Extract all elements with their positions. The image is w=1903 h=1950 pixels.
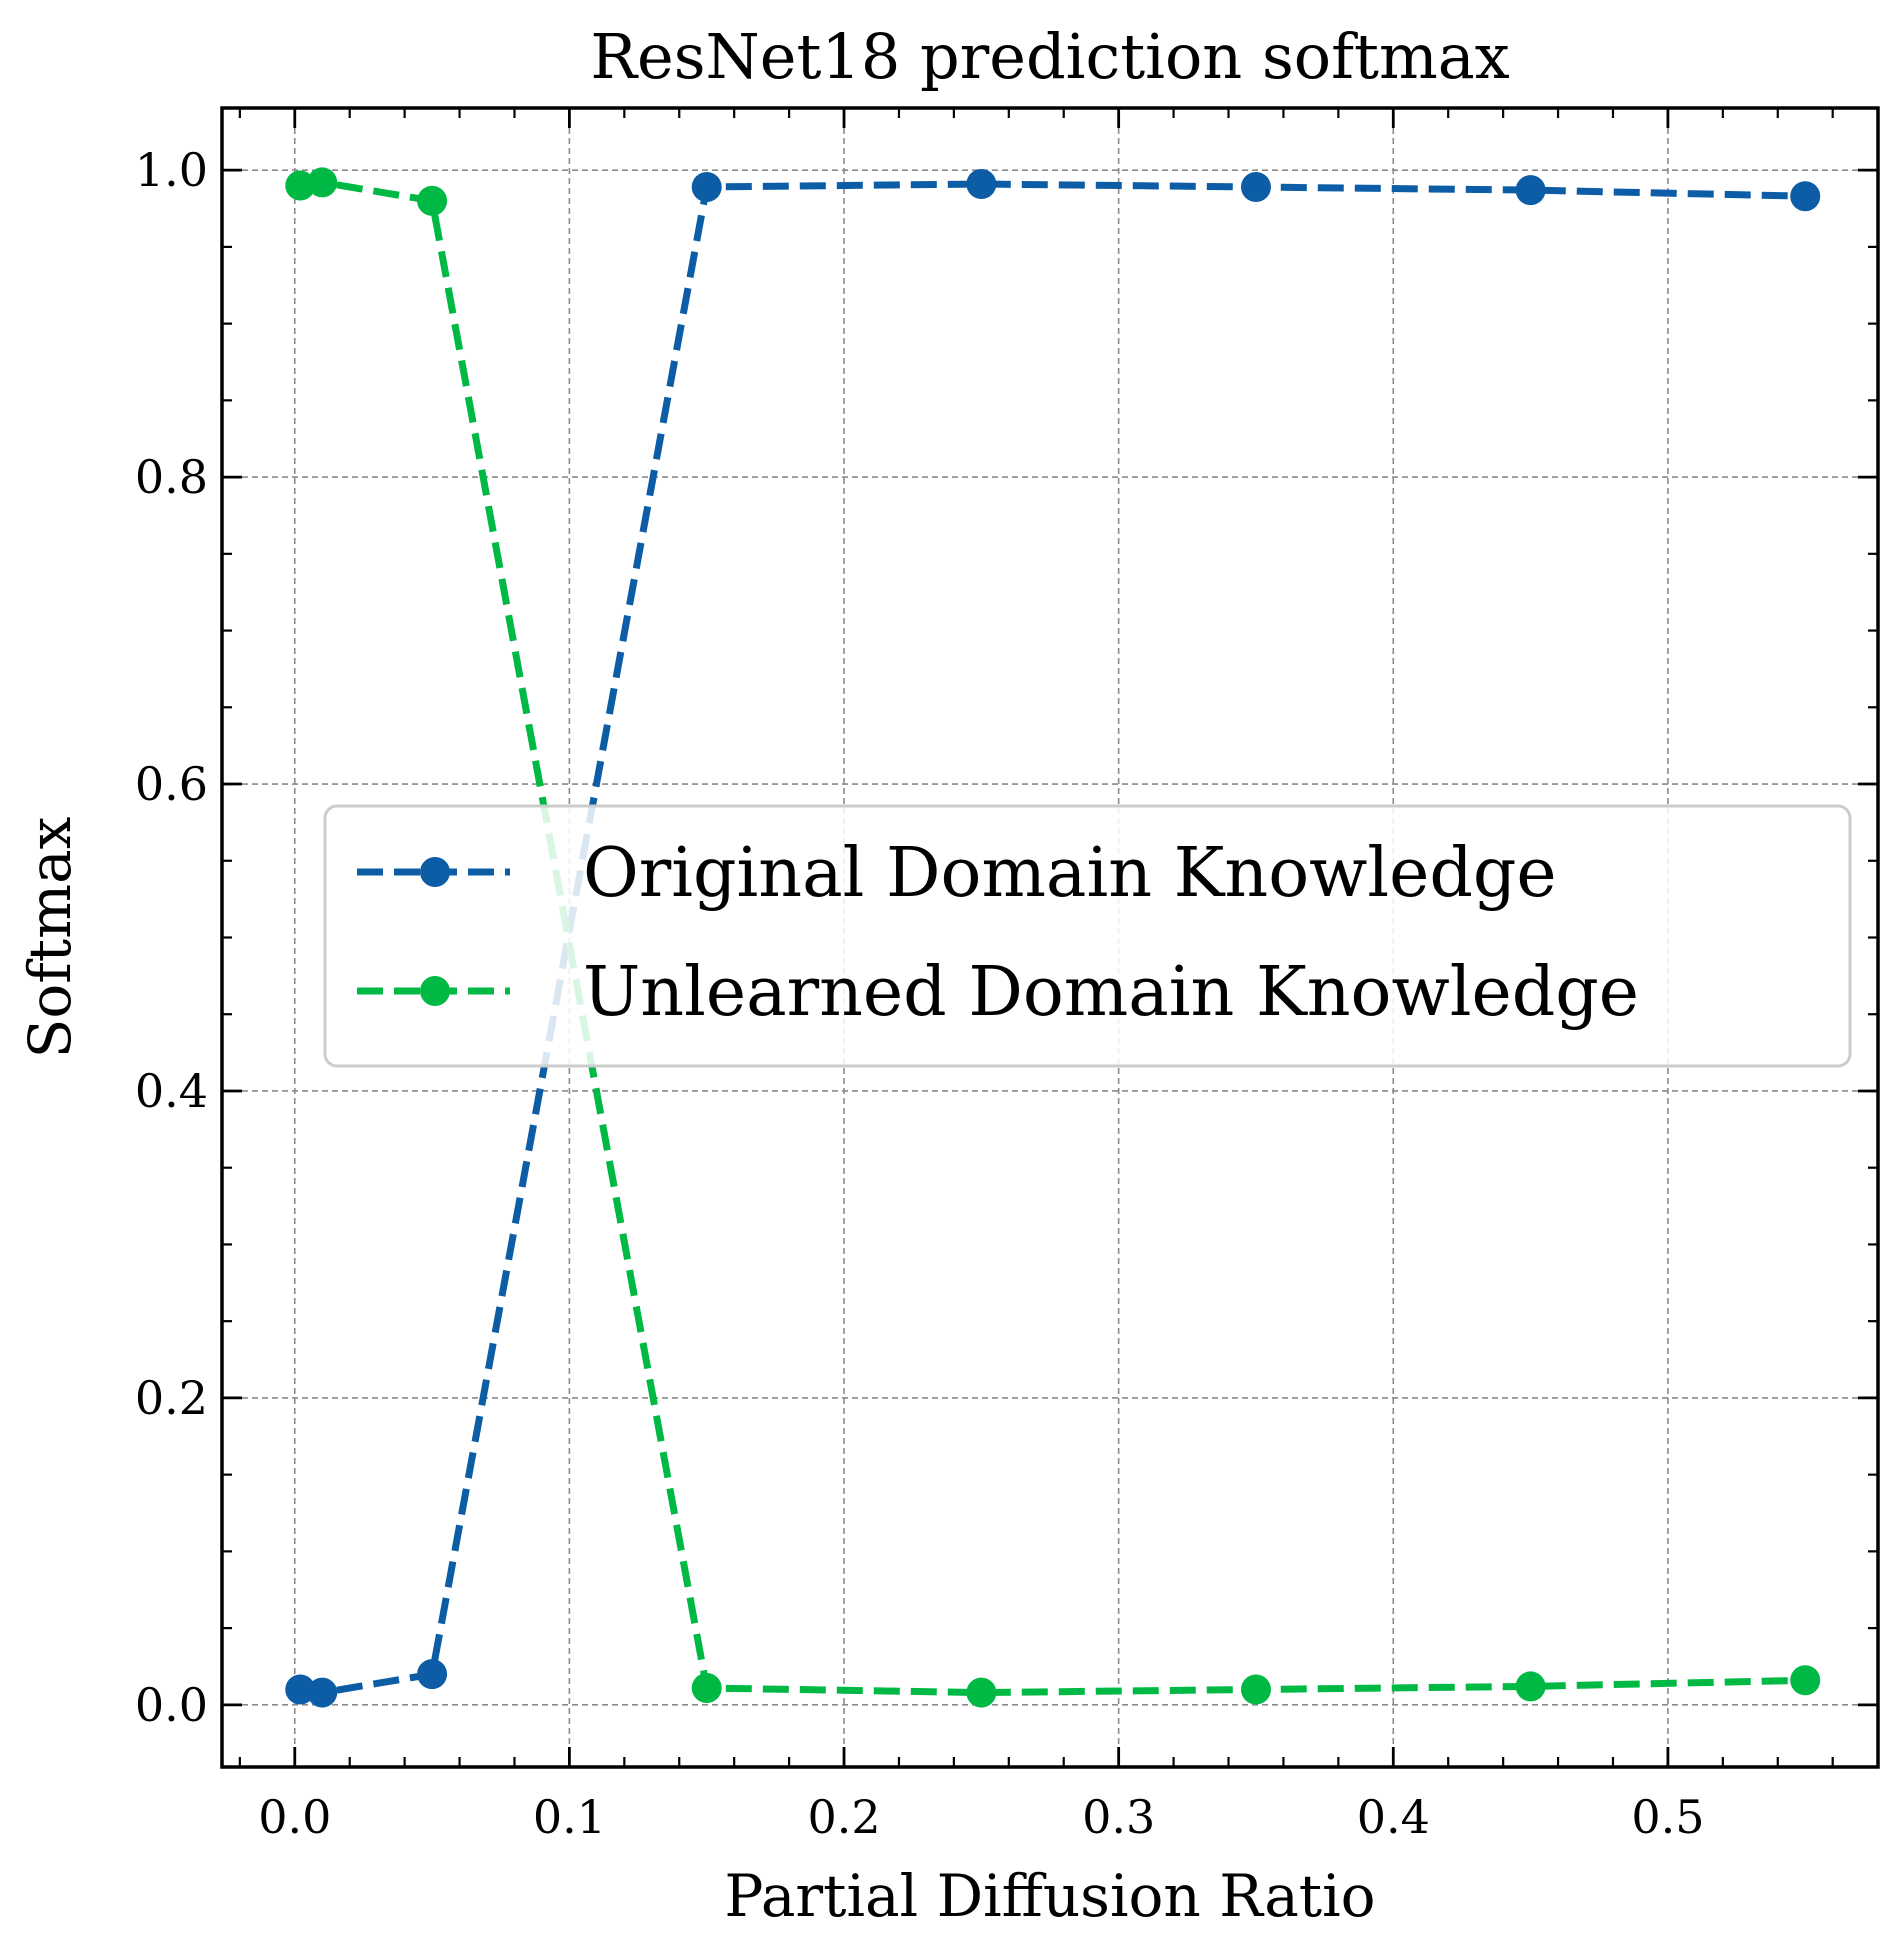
series-2-point (285, 170, 316, 201)
series-line-2 (299, 178, 1806, 1697)
x-tick-label: 0.1 (533, 1790, 606, 1844)
x-tick-label: 0.2 (807, 1790, 880, 1844)
chart-title: ResNet18 prediction softmax (590, 20, 1509, 93)
series-1-point (1790, 181, 1821, 212)
series-1-point (1515, 175, 1546, 206)
legend-label: Unlearned Domain Knowledge (583, 953, 1639, 1032)
series-1-point (1240, 172, 1271, 203)
series-2-point (966, 1677, 997, 1708)
y-axis-label: Softmax (16, 817, 84, 1059)
y-tick-label: 0.4 (135, 1064, 208, 1118)
legend-label: Original Domain Knowledge (583, 834, 1557, 913)
series-2-point (1515, 1671, 1546, 1702)
series-1-point (307, 1677, 338, 1708)
legend-swatch-marker (420, 976, 450, 1006)
y-tick-label: 0.0 (135, 1678, 208, 1732)
series-1-point (417, 1659, 448, 1690)
series-2-point (307, 167, 338, 198)
x-tick-label: 0.0 (258, 1790, 331, 1844)
series-2-point (1790, 1665, 1821, 1696)
y-tick-label: 0.2 (135, 1371, 208, 1425)
x-tick-label: 0.5 (1631, 1790, 1704, 1844)
series-1-point (285, 1674, 316, 1705)
legend: Original Domain Knowledge Unlearned Domai… (323, 804, 1852, 1068)
series-line-1 (299, 180, 1806, 1697)
legend-box (323, 804, 1852, 1068)
series-2-point (417, 185, 448, 216)
y-tick-label: 0.6 (135, 757, 208, 811)
series-2-point (1240, 1674, 1271, 1705)
series-2-point (691, 1672, 722, 1703)
grid (222, 108, 1878, 1767)
y-tick-label: 1.0 (135, 143, 208, 197)
series-1-point (691, 172, 722, 203)
series-1-point (966, 168, 997, 199)
x-tick-label: 0.4 (1357, 1790, 1430, 1844)
x-axis-label: Partial Diffusion Ratio (724, 1862, 1375, 1930)
y-tick-label: 0.8 (135, 450, 208, 504)
series-layer (285, 167, 1821, 1708)
x-tick-label: 0.3 (1082, 1790, 1155, 1844)
legend-swatch-marker (420, 857, 450, 887)
ticks: 0.0 0.1 0.2 0.3 0.4 0.5 0.0 0.2 0.4 0.6 0.8 1.0 (135, 108, 1878, 1844)
